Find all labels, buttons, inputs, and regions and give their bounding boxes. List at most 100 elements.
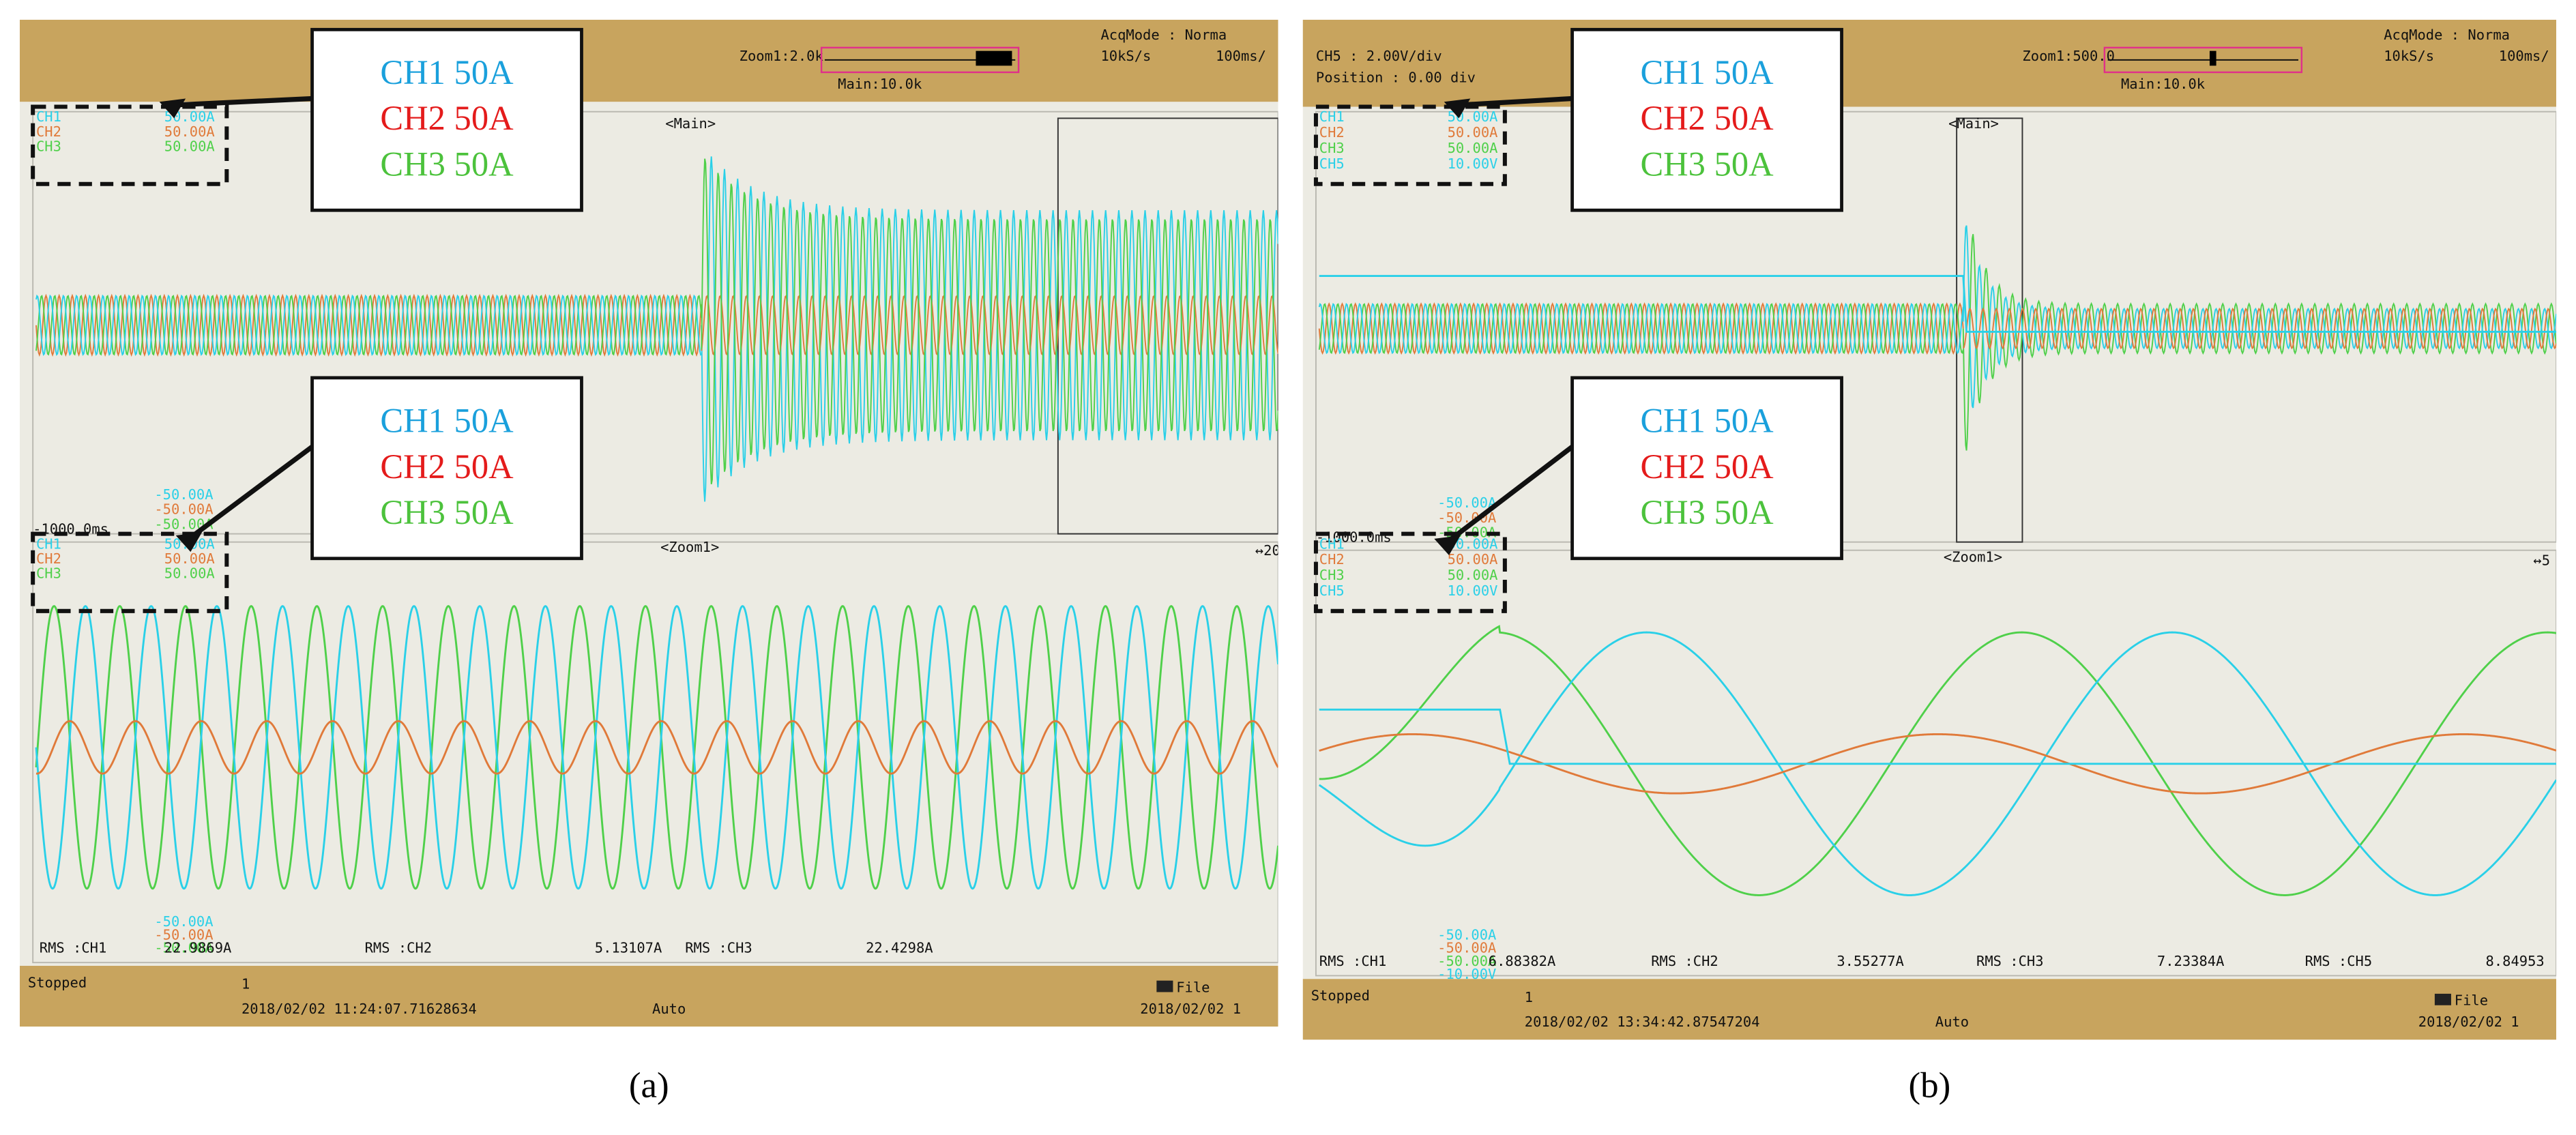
save-target: File [2455,992,2488,1009]
callout-box [310,27,583,212]
callout-box [1570,27,1843,212]
rms-value: 22.9869A [164,940,232,956]
callout-arrow [187,445,314,541]
callout-text: CH1 50A [380,53,514,91]
rms-label: RMS :CH1 [1319,953,1387,969]
zoom-factor: Zoom1:2.0k [740,48,823,64]
main-time: -1000.0ms [33,521,108,537]
file-icon [1156,980,1173,992]
zoom-ch1 [35,604,1278,890]
callout-text: CH3 50A [380,493,514,531]
waveform-ch1 [1318,303,1964,355]
zoom-bar [820,46,1020,74]
zoom-label: <Zoom1> [660,539,719,555]
footer-band [1302,979,2557,1040]
acq-mode: AcqMode : Norma [2384,27,2510,43]
rms-label: RMS :CH3 [685,940,752,956]
zoom-ch1 [1318,631,2557,896]
legend-channel: CH5 [1319,583,1345,599]
callout-box [310,376,583,561]
zoom-window [1315,549,2557,977]
rms-value: 5.13107A [595,940,662,956]
callout-arrowhead [1444,98,1471,119]
legend-scale: 50.00A [1448,124,1498,141]
timestamp: 2018/02/02 11:24:07.71628634 [241,1001,477,1017]
scope-panel: CH5 : 2.00V/div Position : 0.00 div Zoom1:… [1302,19,2557,1040]
legend-channel: CH3 [36,138,61,155]
acq-count: 1 [1525,989,1533,1005]
zoom-ch5 [1319,708,2557,765]
legend-channel: CH1 [1319,108,1345,125]
header-band [1302,19,2557,107]
legend-channel: CH2 [1319,551,1345,568]
legend-box [31,104,229,186]
legend-scale: 50.00A [1448,535,1498,552]
sample-rate: 10kS/s [2384,48,2434,64]
legend-channel: CH5 [1319,156,1345,172]
header-band [19,19,1278,102]
callout-arrow [1446,445,1574,544]
waveform-ch1 [701,156,1278,502]
rms-label: RMS :CH2 [1651,953,1718,969]
legend-scale: 50.00A [164,123,215,140]
date-right: 2018/02/02 1 [2418,1014,2519,1030]
callout-text: CH1 50A [1640,53,1774,91]
waveforms [35,156,1278,890]
callout-arrowhead [159,98,186,119]
main-label: <Main> [665,115,716,132]
zoom-factor: Zoom1:500.0 [2022,48,2114,64]
position: Position : 0.00 div [1316,69,1476,85]
legend-scale: 50.00A [1448,567,1498,583]
legend-channel: CH2 [36,550,61,567]
zoom-window [32,541,1278,964]
zoom-offset: -10.00V [1437,966,1496,982]
rms-label: RMS :CH5 [2305,953,2373,969]
scope-body: Zoom1:2.0k Main:10.0k AcqMode : Norma 10kS/… [19,19,1278,1027]
main-offset: -50.00A [154,516,213,532]
callout-text: CH1 50A [380,401,514,439]
legend-channel: CH2 [36,123,61,140]
file-icon [2434,993,2451,1005]
main-window [1315,110,2557,543]
callout-text: CH3 50A [380,145,514,183]
zoom-offset: -50.00A [1437,953,1496,969]
main-offset: -50.00A [154,501,213,518]
legend-channel: CH1 [1319,535,1345,552]
callout-text: CH3 50A [1640,145,1774,183]
callout-text: CH2 50A [1640,99,1774,137]
trigger-mode: Auto [1935,1014,1969,1030]
legend-scale: 50.00A [164,550,215,567]
zoom-thumb [2209,50,2216,66]
zoom-thumb [976,50,1012,66]
main-window [32,110,1278,535]
sample-rate: 10kS/s [1100,48,1151,64]
legend-channel: CH3 [1319,567,1345,583]
zoom-label: <Zoom1> [1944,549,2002,565]
status: Stopped [1311,988,1370,1004]
time-div: 100ms/ [2499,48,2549,64]
callout-text: CH2 50A [1640,447,1774,486]
save-target: File [1176,979,1210,995]
zoom-offset: -50.00A [1437,926,1496,943]
timestamp: 2018/02/02 13:34:42.87547204 [1525,1014,1760,1030]
zoom-bar [2103,46,2303,74]
screen [1302,106,2557,979]
main-label: <Main> [1948,115,1999,132]
callout-text: CH2 50A [380,447,514,486]
legend-box [31,531,229,613]
legend-channel: CH1 [36,108,61,125]
callout-arrow [1457,95,1572,108]
scope-body: CH5 : 2.00V/div Position : 0.00 div Zoom1:… [1302,19,2557,1040]
legend-scale: 50.00A [1448,551,1498,568]
rms-value: 6.88382A [1489,953,1556,969]
legend-scale: 50.00A [1448,140,1498,156]
panel-caption: (a) [629,1066,669,1106]
scope-panel: Zoom1:2.0k Main:10.0k AcqMode : Norma 10kS/… [19,19,1278,1027]
callout-text: CH3 50A [1640,493,1774,531]
panel-caption: (b) [1909,1066,1951,1106]
main-offset: -50.00A [154,486,213,503]
zoom-offset: -50.00A [154,913,213,930]
main-offset: -50.00A [1437,495,1496,511]
waveform-ch3 [701,158,1278,485]
